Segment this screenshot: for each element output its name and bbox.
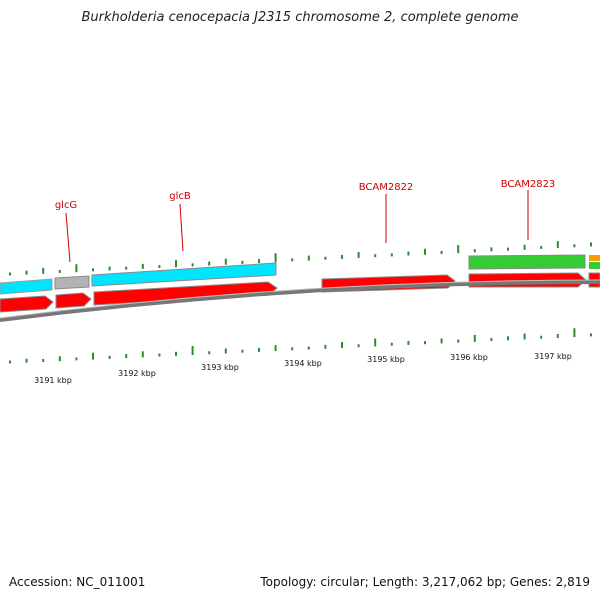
reverse-feature-green[interactable] xyxy=(468,254,586,270)
genome-backbone xyxy=(0,280,600,322)
gc-ticks-upper xyxy=(9,241,592,276)
scale-label: 3195 kbp xyxy=(367,355,405,364)
gc-ticks-lower xyxy=(9,328,592,364)
scale-label: 3197 kbp xyxy=(534,352,572,361)
scale-label: 3191 kbp xyxy=(34,376,72,385)
gene-labels: glcG glcB BCAM2822 BCAM2823 xyxy=(55,179,555,211)
reverse-feature-gray[interactable] xyxy=(54,275,90,290)
map-title: Burkholderia cenocepacia J2315 chromosom… xyxy=(81,10,519,25)
label-line-glcg xyxy=(65,212,71,263)
scale-label: 3196 kbp xyxy=(450,353,488,362)
forward-cds-1[interactable] xyxy=(0,295,54,313)
forward-cds-2[interactable] xyxy=(55,292,92,309)
gene-label-bcam2822[interactable]: BCAM2822 xyxy=(359,182,414,193)
gene-label-bcam2823[interactable]: BCAM2823 xyxy=(501,179,556,190)
scale-labels: 3191 kbp 3192 kbp 3193 kbp 3194 kbp 3195… xyxy=(34,352,572,385)
scale-label: 3192 kbp xyxy=(118,369,156,378)
scale-label: 3194 kbp xyxy=(284,359,322,368)
genome-summary-text: Topology: circular; Length: 3,217,062 bp… xyxy=(260,575,590,589)
accession-text: Accession: NC_011001 xyxy=(9,575,146,589)
reverse-feature-green-2[interactable] xyxy=(589,262,600,269)
label-line-glcb xyxy=(179,203,184,252)
reverse-strand-track xyxy=(0,254,600,295)
gene-label-glcg[interactable]: glcG xyxy=(55,200,77,211)
gene-label-lines xyxy=(65,190,529,263)
scale-label: 3193 kbp xyxy=(201,363,239,372)
reverse-feature-cyan-2[interactable] xyxy=(91,262,277,287)
genome-backbone-highlight xyxy=(0,279,600,319)
other-feature-orange[interactable] xyxy=(589,255,600,261)
gene-label-glcb[interactable]: glcB xyxy=(169,191,191,202)
reverse-feature-cyan-1[interactable] xyxy=(0,278,53,295)
